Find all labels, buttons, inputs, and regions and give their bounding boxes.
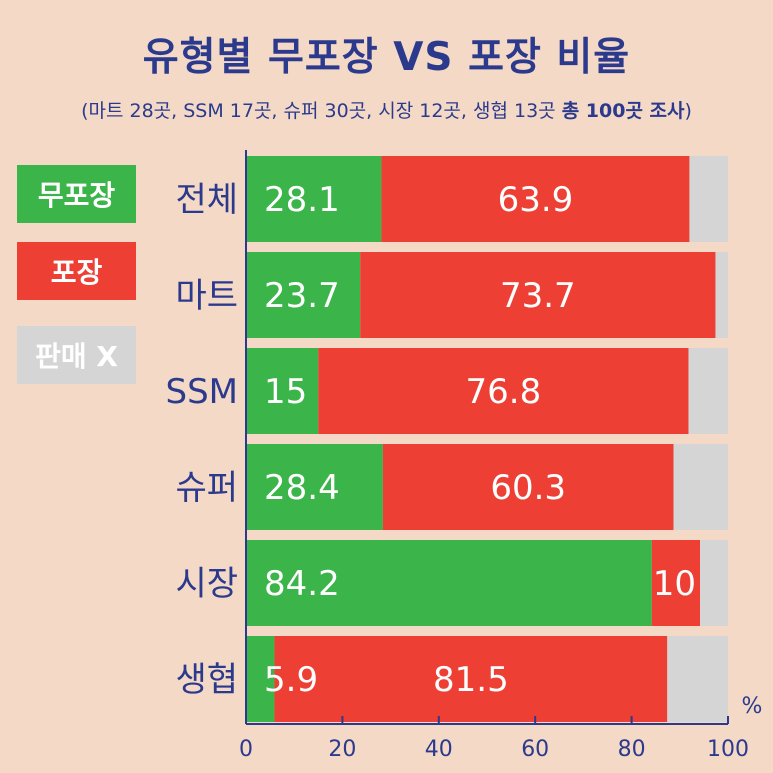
legend-no-packaging: 무포장	[17, 165, 136, 223]
bar-total-series-2	[689, 156, 728, 242]
data-label-total-series-0: 28.1	[264, 180, 340, 220]
legend-not-sold: 판매 X	[17, 326, 136, 384]
subtitle-text: (마트 28곳, SSM 17곳, 슈퍼 30곳, 시장 12곳, 생협 13곳	[81, 100, 562, 122]
x-tick-label-4: 80	[618, 737, 646, 762]
bar-ssm-series-2	[688, 348, 728, 434]
data-label-market-series-1: 10	[653, 564, 696, 604]
x-tick-label-3: 60	[521, 737, 549, 762]
bar-coop-series-1	[274, 636, 668, 722]
subtitle-total: 총 100곳 조사	[561, 100, 685, 122]
bar-total-series-1	[381, 156, 690, 242]
data-label-mart-series-0: 23.7	[264, 276, 340, 316]
bar-mart-series-2	[715, 252, 728, 338]
data-label-mart-series-1: 73.7	[500, 276, 576, 316]
category-label-total: 전체	[175, 180, 238, 220]
chart-subtitle: (마트 28곳, SSM 17곳, 슈퍼 30곳, 시장 12곳, 생협 13곳…	[0, 96, 773, 123]
bar-coop-series-2	[667, 636, 728, 722]
axis-unit-label: %	[742, 694, 763, 719]
data-label-super-series-0: 28.4	[264, 468, 340, 508]
category-label-ssm: SSM	[166, 372, 239, 412]
x-tick-label-1: 20	[328, 737, 356, 762]
data-label-ssm-series-1: 76.8	[466, 372, 542, 412]
category-label-market: 시장	[175, 564, 238, 604]
data-label-coop-series-1: 81.5	[433, 660, 509, 700]
bar-mart-series-1	[360, 252, 716, 338]
bar-market-series-1	[651, 540, 701, 626]
category-label-coop: 생협	[175, 660, 238, 700]
data-label-coop-series-0: 5.9	[264, 660, 318, 700]
bar-market-series-2	[700, 540, 728, 626]
chart-title: 유형별 무포장 VS 포장 비율	[142, 35, 631, 80]
x-tick-label-5: 100	[707, 737, 749, 762]
category-label-super: 슈퍼	[175, 468, 238, 508]
data-label-market-series-0: 84.2	[264, 564, 340, 604]
data-label-total-series-1: 63.9	[498, 180, 574, 220]
bar-super-series-1	[382, 444, 674, 530]
data-label-ssm-series-0: 15	[264, 372, 307, 412]
bar-super-series-0	[246, 444, 383, 530]
legend-packaging: 포장	[17, 242, 136, 300]
bar-market-series-0	[246, 540, 652, 626]
x-tick-label-2: 40	[425, 737, 453, 762]
bar-super-series-2	[673, 444, 728, 530]
bar-total-series-0	[246, 156, 382, 242]
subtitle-close: )	[684, 100, 692, 122]
bar-coop-series-0	[246, 636, 275, 722]
x-tick-label-0: 0	[239, 737, 253, 762]
data-label-super-series-1: 60.3	[490, 468, 566, 508]
bar-ssm-series-1	[318, 348, 689, 434]
bar-ssm-series-0	[246, 348, 319, 434]
category-label-mart: 마트	[175, 276, 238, 316]
bar-mart-series-0	[246, 252, 361, 338]
